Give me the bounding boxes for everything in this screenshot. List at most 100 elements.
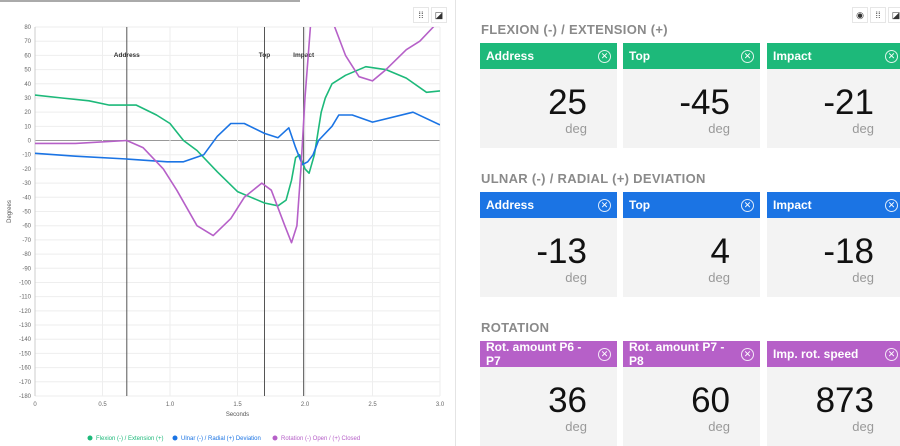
metric-value: 60 [691, 381, 730, 420]
y-tick-label: -60 [22, 224, 31, 230]
y-tick-label: 30 [24, 96, 31, 102]
metric-label: Imp. rot. speed [773, 347, 859, 361]
x-tick-label: 3.0 [436, 402, 445, 408]
expand-icon[interactable]: ◪ [888, 7, 900, 23]
section-title: ROTATION [481, 320, 550, 335]
metric-value: 4 [710, 232, 730, 271]
x-tick-label: 0.5 [98, 402, 107, 408]
legend-dot [87, 435, 93, 441]
top-scroll-indicator [0, 0, 300, 2]
legend-item: Flexion (-) / Extension (+) [96, 436, 164, 442]
y-tick-label: 10 [24, 124, 31, 130]
close-icon[interactable]: ✕ [598, 198, 611, 212]
y-tick-label: -120 [19, 309, 32, 315]
metric-value: 25 [548, 83, 587, 122]
y-tick-label: -100 [19, 280, 32, 286]
metric-value: -13 [536, 232, 587, 271]
metric-unit: deg [565, 419, 587, 434]
series-line [35, 65, 440, 207]
close-icon[interactable]: ✕ [741, 49, 754, 63]
metric-label: Impact [773, 49, 812, 63]
y-tick-label: -90 [22, 266, 31, 272]
y-tick-label: -160 [19, 366, 32, 372]
legend-item: Rotation (-) Open / (+) Closed [281, 436, 360, 442]
y-tick-label: -140 [19, 337, 32, 343]
metric-value: -21 [823, 83, 874, 122]
y-tick-label: -110 [19, 295, 31, 301]
metric-label: Top [629, 198, 651, 212]
y-tick-label: -10 [22, 153, 31, 159]
y-tick-label: 50 [24, 68, 31, 74]
grid-icon[interactable]: ⁞⁞ [870, 7, 886, 23]
x-tick-label: 0 [33, 402, 37, 408]
stats-toolbar: ◉ ⁞⁞ ◪ [852, 7, 900, 23]
y-tick-label: -180 [19, 394, 32, 400]
y-tick-label: -150 [19, 351, 32, 357]
metric-unit: deg [565, 121, 587, 136]
metric-card-header: Impact ✕ [767, 192, 900, 218]
metric-label: Address [486, 49, 535, 63]
metric-card-header: Impact ✕ [767, 43, 900, 69]
legend-dot [172, 435, 178, 441]
metric-value: -45 [679, 83, 730, 122]
y-tick-label: -50 [22, 210, 31, 216]
event-marker-label: Address [114, 52, 140, 59]
metric-card-header: Rot. amount P6 - P7 ✕ [480, 340, 617, 368]
close-icon[interactable]: ✕ [885, 347, 898, 361]
event-marker-label: Top [259, 52, 270, 59]
metric-label: Top [629, 49, 651, 63]
expand-icon[interactable]: ◪ [431, 7, 447, 23]
metric-unit: deg [852, 270, 874, 285]
x-tick-label: 1.0 [166, 402, 175, 408]
close-icon[interactable]: ✕ [741, 347, 754, 361]
metric-card: Address ✕ -13 deg [480, 192, 617, 297]
event-marker-label: Impact [293, 52, 315, 59]
metric-unit: deg [565, 270, 587, 285]
series-line [35, 111, 440, 166]
y-tick-label: -70 [22, 238, 31, 244]
metric-value: 36 [548, 381, 587, 420]
close-icon[interactable]: ✕ [598, 347, 611, 361]
metric-label: Impact [773, 198, 812, 212]
section-title: ULNAR (-) / RADIAL (+) DEVIATION [481, 171, 706, 186]
y-tick-label: -40 [22, 195, 31, 201]
metric-card-header: Top ✕ [623, 43, 760, 69]
metric-card: Top ✕ 4 deg [623, 192, 760, 297]
y-tick-label: -170 [19, 380, 32, 386]
y-tick-label: -20 [22, 167, 31, 173]
close-icon[interactable]: ✕ [885, 198, 898, 212]
metric-unit: deg [708, 419, 730, 434]
metric-card-header: Address ✕ [480, 43, 617, 69]
y-tick-label: 0 [28, 139, 32, 145]
y-axis-title: Degrees [7, 200, 13, 223]
y-tick-label: 40 [24, 82, 31, 88]
eye-icon[interactable]: ◉ [852, 7, 868, 23]
metric-unit: deg [852, 419, 874, 434]
metric-card-header: Address ✕ [480, 192, 617, 218]
metric-label: Rot. amount P6 - P7 [486, 340, 582, 368]
close-icon[interactable]: ✕ [885, 49, 898, 63]
y-tick-label: 20 [24, 110, 31, 116]
close-icon[interactable]: ✕ [598, 49, 611, 63]
legend-dot [272, 435, 278, 441]
x-tick-label: 2.5 [368, 402, 377, 408]
y-tick-label: 70 [24, 39, 31, 45]
metric-card-header: Rot. amount P7 - P8 ✕ [623, 340, 760, 368]
close-icon[interactable]: ✕ [741, 198, 754, 212]
y-tick-label: -30 [22, 181, 31, 187]
metric-value: 873 [815, 381, 874, 420]
metric-card-header: Top ✕ [623, 192, 760, 218]
metric-card: Impact ✕ -21 deg [767, 43, 900, 148]
panel-divider [455, 0, 456, 446]
y-tick-label: 80 [24, 25, 31, 31]
grid-icon[interactable]: ⁞⁞ [413, 7, 429, 23]
x-tick-label: 1.5 [233, 402, 242, 408]
x-tick-label: 2.0 [301, 402, 310, 408]
metric-unit: deg [708, 121, 730, 136]
series-line [35, 27, 312, 244]
y-tick-label: 60 [24, 53, 31, 59]
section-title: FLEXION (-) / EXTENSION (+) [481, 22, 668, 37]
y-tick-label: -130 [19, 323, 32, 329]
legend-item: Ulnar (-) / Radial (+) Deviation [181, 436, 261, 442]
metric-card: Top ✕ -45 deg [623, 43, 760, 148]
